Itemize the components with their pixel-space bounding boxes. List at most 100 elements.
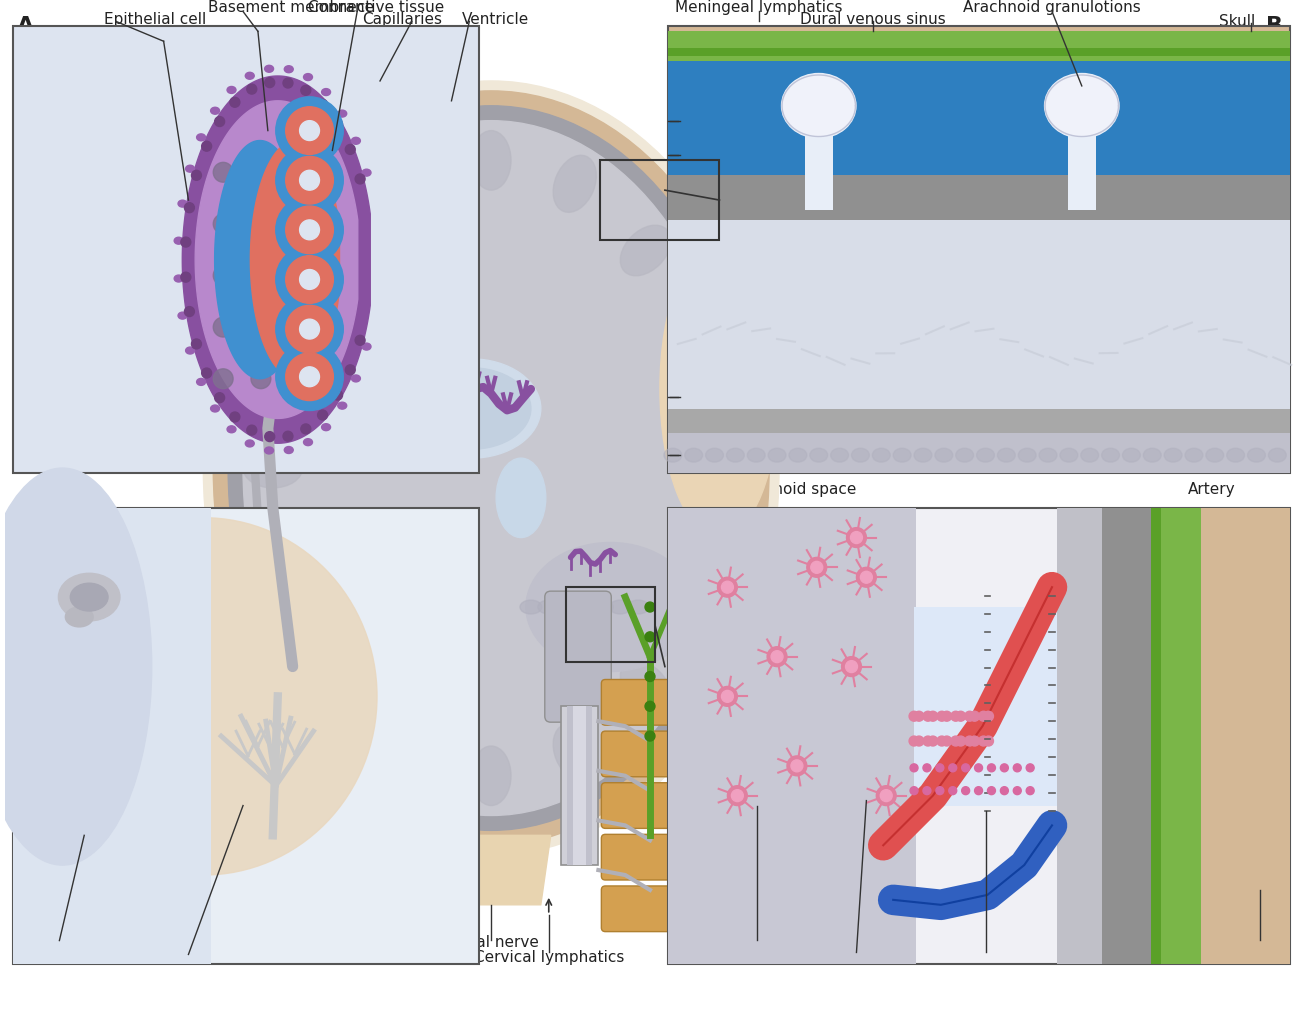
FancyBboxPatch shape — [668, 508, 1290, 964]
Text: Perivascular space: Perivascular space — [914, 950, 1057, 965]
Ellipse shape — [174, 275, 183, 282]
Circle shape — [333, 390, 342, 401]
Ellipse shape — [893, 448, 911, 462]
Ellipse shape — [213, 91, 770, 846]
Circle shape — [876, 786, 896, 805]
Circle shape — [956, 711, 966, 721]
Circle shape — [786, 755, 807, 776]
Circle shape — [923, 764, 931, 772]
FancyBboxPatch shape — [602, 679, 698, 725]
Circle shape — [276, 146, 343, 214]
Circle shape — [645, 731, 655, 741]
Ellipse shape — [178, 200, 187, 207]
Ellipse shape — [1045, 73, 1119, 138]
Ellipse shape — [303, 74, 312, 80]
Ellipse shape — [1060, 448, 1078, 462]
Ellipse shape — [1186, 448, 1203, 462]
Ellipse shape — [976, 448, 994, 462]
Text: Dural venous sinus: Dural venous sinus — [801, 12, 946, 27]
Circle shape — [732, 790, 744, 802]
Circle shape — [771, 651, 783, 662]
Ellipse shape — [620, 660, 671, 711]
Circle shape — [191, 339, 202, 349]
Text: Brain parenchyma: Brain parenchyma — [680, 447, 820, 462]
FancyBboxPatch shape — [602, 835, 698, 880]
Ellipse shape — [997, 448, 1015, 462]
Circle shape — [767, 647, 786, 666]
Circle shape — [728, 786, 748, 805]
Circle shape — [790, 759, 803, 772]
Ellipse shape — [174, 237, 183, 244]
Circle shape — [355, 174, 365, 184]
Circle shape — [251, 369, 270, 388]
FancyBboxPatch shape — [545, 591, 611, 722]
Text: D: D — [1265, 933, 1283, 952]
Ellipse shape — [538, 600, 560, 614]
Circle shape — [936, 787, 944, 795]
Ellipse shape — [1248, 448, 1265, 462]
Circle shape — [979, 736, 988, 746]
Circle shape — [722, 581, 733, 593]
FancyBboxPatch shape — [668, 409, 1290, 433]
Ellipse shape — [70, 583, 108, 611]
Circle shape — [645, 632, 655, 642]
Ellipse shape — [914, 448, 932, 462]
Circle shape — [251, 266, 270, 285]
Circle shape — [910, 764, 918, 772]
Circle shape — [299, 220, 320, 239]
Circle shape — [909, 736, 919, 746]
Ellipse shape — [660, 239, 779, 537]
Circle shape — [286, 256, 333, 303]
Ellipse shape — [351, 137, 360, 144]
Circle shape — [1026, 787, 1034, 795]
Ellipse shape — [30, 518, 377, 875]
Circle shape — [807, 558, 827, 577]
Circle shape — [857, 567, 876, 587]
Ellipse shape — [706, 448, 724, 462]
Ellipse shape — [211, 107, 220, 115]
Ellipse shape — [246, 72, 255, 79]
Circle shape — [286, 156, 333, 204]
FancyBboxPatch shape — [560, 707, 598, 865]
Ellipse shape — [243, 448, 303, 488]
Text: Astrocytes: Astrocytes — [716, 935, 798, 950]
Ellipse shape — [312, 225, 363, 276]
Circle shape — [191, 170, 202, 180]
Text: Arachnoidea: Arachnoidea — [680, 114, 776, 128]
Ellipse shape — [781, 73, 855, 138]
Ellipse shape — [285, 220, 339, 260]
Circle shape — [914, 711, 924, 721]
Circle shape — [299, 319, 320, 339]
FancyBboxPatch shape — [805, 126, 832, 210]
Circle shape — [213, 214, 233, 234]
FancyBboxPatch shape — [668, 508, 916, 964]
FancyBboxPatch shape — [13, 26, 480, 474]
Circle shape — [185, 306, 195, 316]
Ellipse shape — [363, 343, 370, 350]
Circle shape — [645, 602, 655, 612]
Ellipse shape — [555, 600, 577, 614]
Circle shape — [289, 266, 308, 285]
Circle shape — [289, 162, 308, 183]
Circle shape — [937, 711, 946, 721]
Circle shape — [202, 368, 212, 378]
Polygon shape — [214, 141, 304, 378]
FancyBboxPatch shape — [668, 61, 1290, 175]
FancyBboxPatch shape — [13, 508, 212, 964]
Ellipse shape — [1122, 448, 1140, 462]
Circle shape — [230, 412, 239, 422]
Ellipse shape — [592, 600, 614, 614]
FancyBboxPatch shape — [668, 31, 1290, 61]
Circle shape — [984, 711, 993, 721]
Text: Subarachnoid space: Subarachnoid space — [702, 483, 857, 498]
Ellipse shape — [186, 165, 195, 172]
Ellipse shape — [620, 225, 671, 276]
Circle shape — [988, 787, 996, 795]
FancyBboxPatch shape — [602, 731, 698, 777]
Ellipse shape — [1039, 448, 1057, 462]
Ellipse shape — [554, 724, 597, 781]
FancyBboxPatch shape — [602, 783, 698, 828]
Circle shape — [1013, 764, 1022, 772]
Circle shape — [300, 424, 311, 434]
Circle shape — [970, 736, 979, 746]
